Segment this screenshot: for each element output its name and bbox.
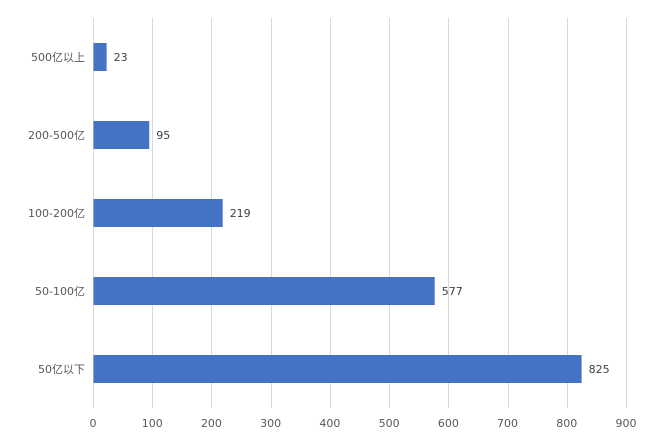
bar-5 [93, 355, 582, 383]
category-label-1: 500亿以上 [31, 51, 85, 64]
category-label-4: 50-100亿 [35, 285, 85, 298]
category-labels: 500亿以上 200-500亿 100-200亿 50-100亿 50亿以下 [28, 51, 85, 376]
data-label-3: 219 [230, 207, 251, 220]
x-tick-labels: 0 100 200 300 400 500 600 700 800 900 [90, 417, 637, 430]
data-label-1: 23 [114, 51, 128, 64]
x-tick-label-800: 800 [556, 417, 577, 430]
x-tick-label-300: 300 [260, 417, 281, 430]
category-label-3: 100-200亿 [28, 207, 85, 220]
x-tick-label-700: 700 [497, 417, 518, 430]
bar-3 [93, 199, 223, 227]
category-label-5: 50亿以下 [38, 363, 85, 376]
bar-layer [93, 43, 582, 383]
x-tick-label-400: 400 [319, 417, 340, 430]
x-tick-label-500: 500 [379, 417, 400, 430]
data-label-4: 577 [442, 285, 463, 298]
category-label-2: 200-500亿 [28, 129, 85, 142]
x-tick-label-900: 900 [616, 417, 637, 430]
x-tick-label-0: 0 [90, 417, 97, 430]
data-label-2: 95 [156, 129, 170, 142]
bar-2 [93, 121, 150, 149]
bar-1 [93, 43, 107, 71]
x-tick-label-100: 100 [142, 417, 163, 430]
data-label-5: 825 [589, 363, 610, 376]
grid-layer [93, 18, 627, 408]
bar-4 [93, 277, 435, 305]
x-tick-label-200: 200 [201, 417, 222, 430]
data-labels: 23 95 219 577 825 [114, 51, 610, 376]
x-tick-label-600: 600 [438, 417, 459, 430]
